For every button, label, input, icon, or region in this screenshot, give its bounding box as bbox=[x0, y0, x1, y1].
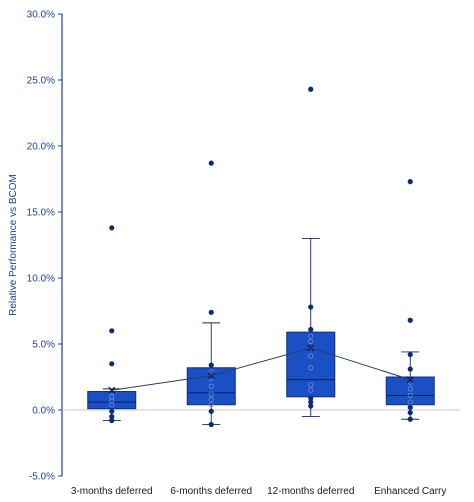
data-point bbox=[407, 404, 413, 410]
x-category-label: Enhanced Carry bbox=[374, 486, 446, 497]
box-2 bbox=[186, 160, 236, 428]
box-iqr bbox=[87, 391, 137, 410]
y-tick-label: 25.0% bbox=[27, 76, 55, 87]
data-point bbox=[109, 402, 115, 408]
y-tick-label: 0.0% bbox=[32, 406, 55, 417]
data-point bbox=[407, 317, 413, 323]
y-tick-label: 30.0% bbox=[27, 10, 55, 21]
data-point bbox=[208, 402, 214, 408]
y-tick-label: -5.0% bbox=[29, 472, 55, 483]
data-point bbox=[407, 392, 413, 399]
data-point bbox=[308, 395, 314, 401]
y-tick-label: 15.0% bbox=[27, 208, 55, 219]
x-category-label: 6-months deferred bbox=[170, 486, 252, 497]
data-point bbox=[109, 413, 115, 420]
data-point bbox=[308, 333, 314, 339]
data-point bbox=[407, 416, 413, 422]
box-series bbox=[87, 86, 435, 428]
data-point bbox=[308, 365, 314, 371]
x-category-label: 12-months deferred bbox=[267, 486, 354, 497]
box-iqr bbox=[186, 367, 236, 406]
y-tick-label: 20.0% bbox=[27, 142, 55, 153]
data-point bbox=[208, 408, 214, 414]
data-point bbox=[208, 391, 214, 397]
data-point bbox=[109, 394, 115, 400]
data-point bbox=[308, 326, 314, 333]
data-point bbox=[109, 361, 115, 367]
data-point bbox=[208, 396, 214, 403]
data-point bbox=[407, 399, 413, 405]
data-point bbox=[208, 421, 214, 428]
box-1 bbox=[87, 225, 137, 424]
y-tick-label: 5.0% bbox=[32, 340, 55, 351]
data-point bbox=[109, 225, 115, 231]
data-point bbox=[308, 338, 314, 344]
y-tick-label: 10.0% bbox=[27, 274, 55, 285]
data-point bbox=[407, 351, 413, 358]
x-category-labels: 3-months deferred 6-months deferred 12-mon… bbox=[71, 486, 446, 497]
data-point bbox=[407, 179, 413, 185]
data-point bbox=[109, 398, 115, 404]
y-axis-title: Relative Performance vs BCOM bbox=[8, 174, 19, 316]
y-tick-labels: -5.0% 0.0% 5.0% 10.0% 15.0% 20.0% 25.0% 30.0% bbox=[27, 10, 55, 483]
data-point bbox=[407, 386, 413, 392]
box-4 bbox=[385, 179, 435, 422]
data-point bbox=[308, 304, 314, 310]
box-3 bbox=[286, 86, 336, 418]
data-point bbox=[208, 362, 214, 368]
y-axis bbox=[58, 13, 63, 477]
mean-line bbox=[111, 347, 411, 391]
mean-polyline bbox=[111, 347, 411, 391]
data-point bbox=[109, 408, 115, 414]
data-point bbox=[208, 369, 214, 375]
x-category-label: 3-months deferred bbox=[71, 486, 153, 497]
data-point bbox=[308, 387, 314, 393]
data-point bbox=[208, 160, 214, 166]
data-point bbox=[308, 353, 314, 359]
data-point bbox=[407, 410, 413, 416]
data-point bbox=[308, 86, 314, 92]
data-point bbox=[407, 366, 413, 372]
data-point bbox=[208, 309, 214, 315]
data-point bbox=[109, 328, 115, 334]
data-point bbox=[208, 383, 214, 389]
data-point bbox=[308, 382, 314, 388]
box-iqr bbox=[286, 331, 336, 398]
